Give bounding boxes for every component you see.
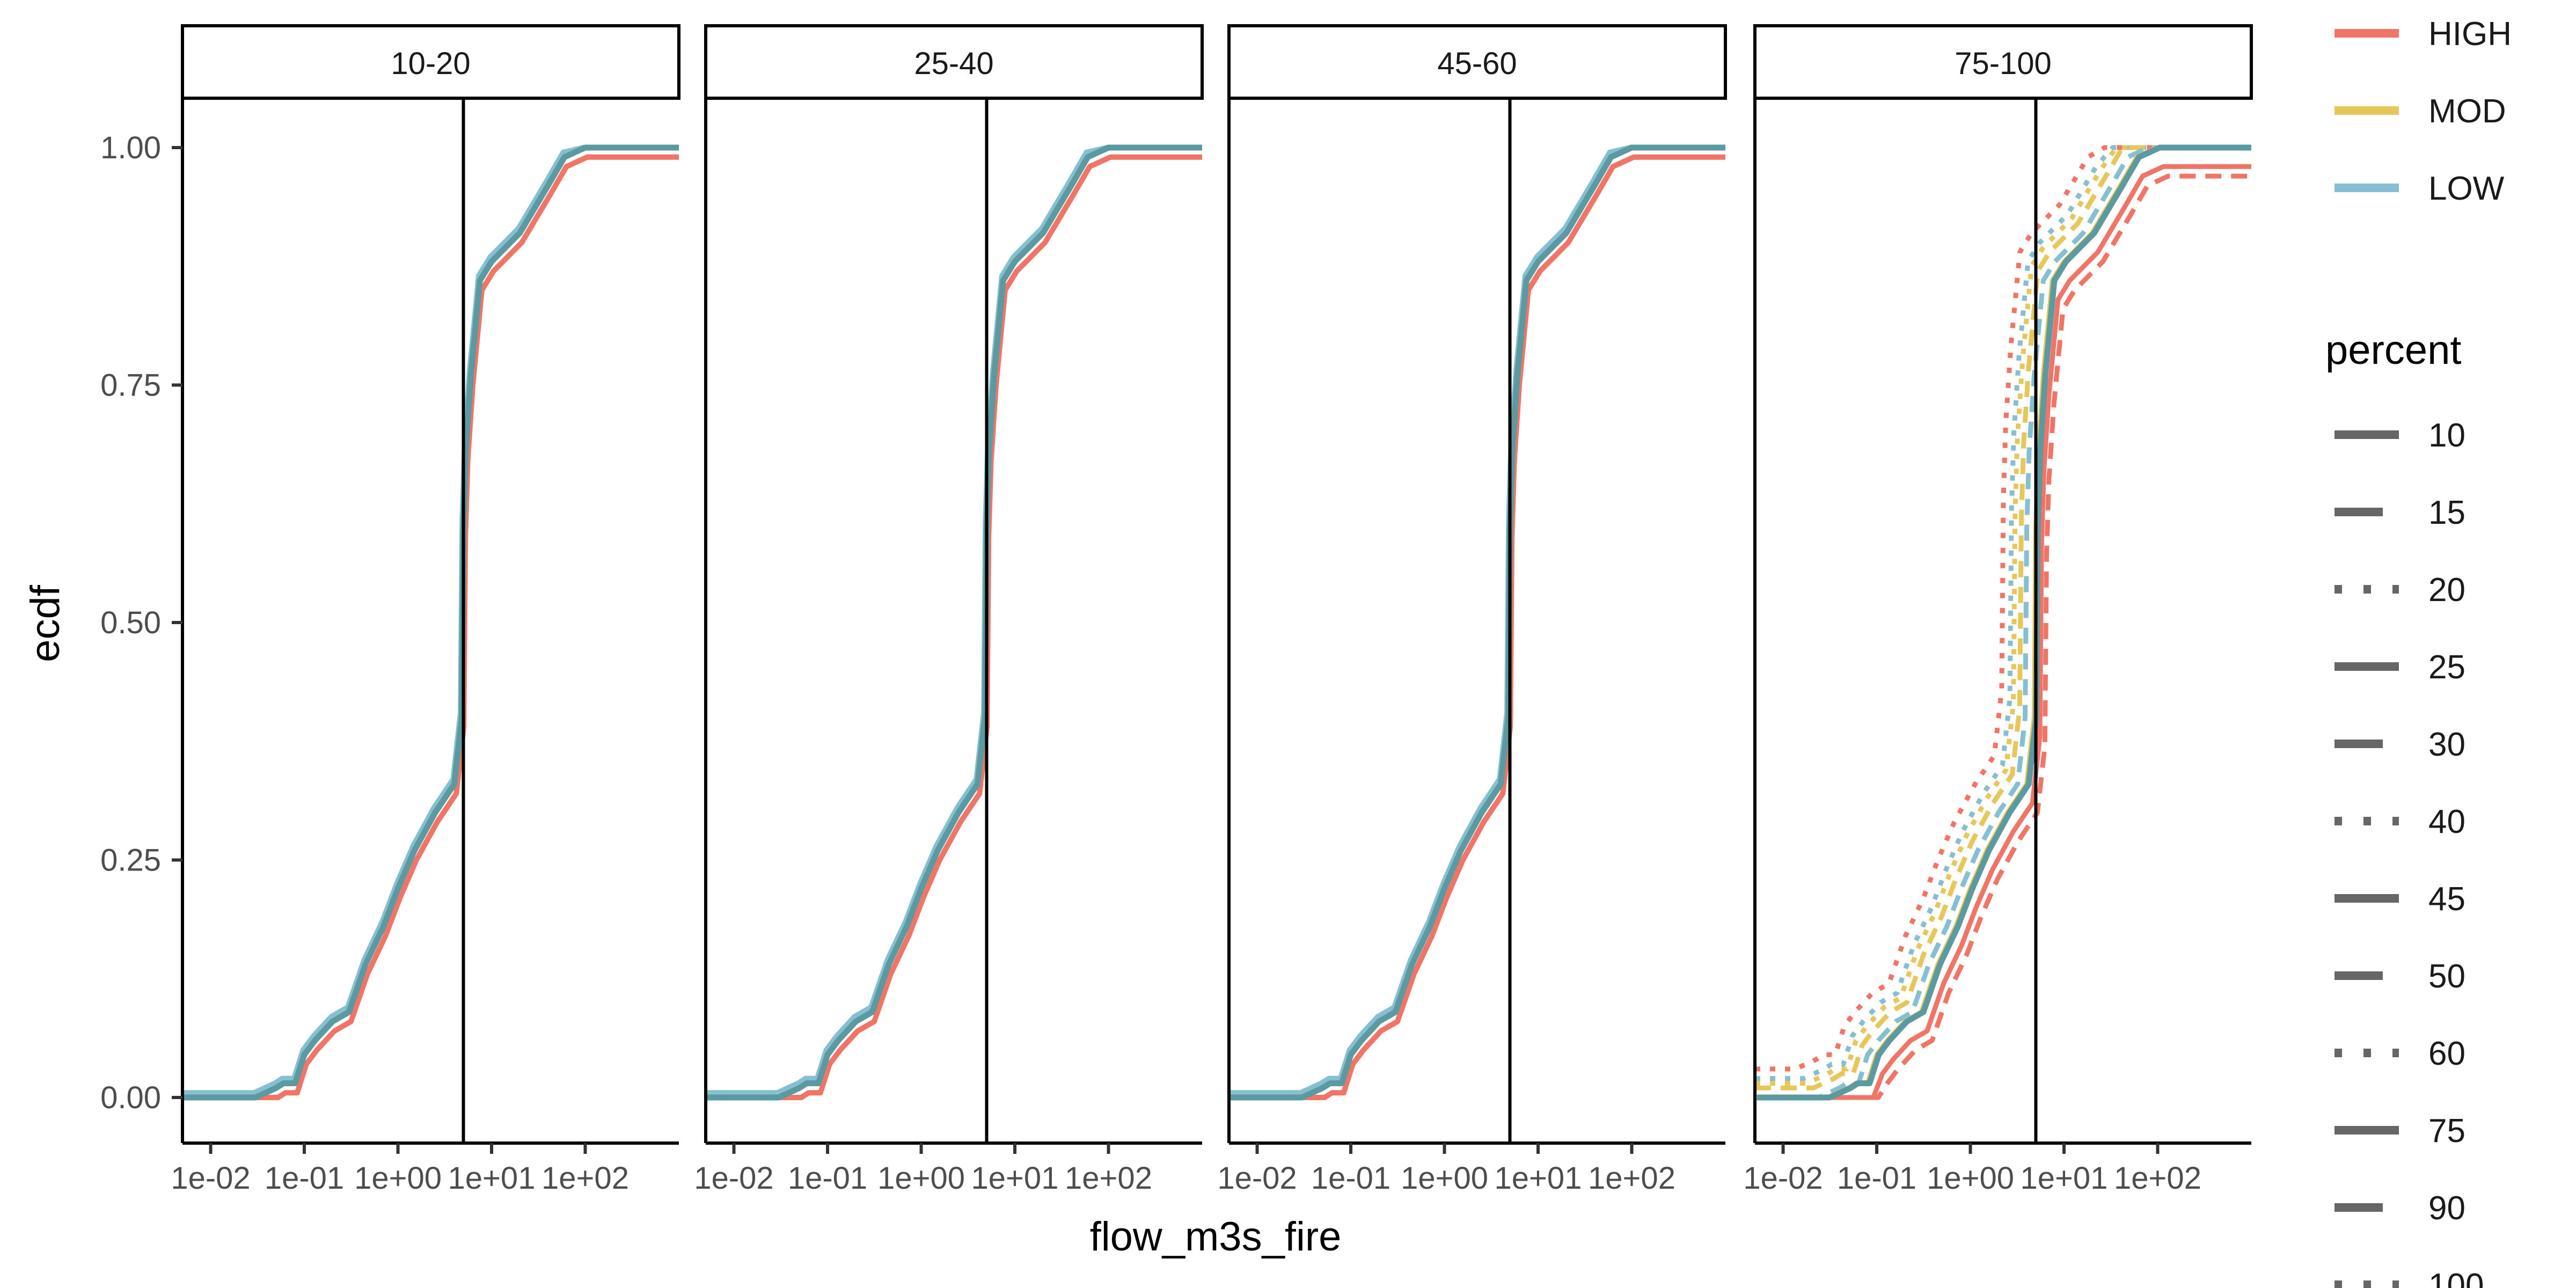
ecdf-line xyxy=(1755,145,2227,1081)
ecdf-line xyxy=(1229,145,1725,1100)
legend-percent-label: 40 xyxy=(2428,803,2465,840)
legend-percent-label: 45 xyxy=(2428,881,2465,918)
x-tick-label: 1e-02 xyxy=(1217,1161,1297,1196)
x-tick-label: 1e+00 xyxy=(1927,1161,2014,1196)
legend-percent-label: 30 xyxy=(2428,726,2465,763)
y-tick-label: 0.50 xyxy=(100,605,161,640)
x-tick-label: 1e+01 xyxy=(1495,1161,1582,1196)
legend-percent-label: 20 xyxy=(2428,572,2465,609)
x-tick-label: 1e-01 xyxy=(1837,1161,1916,1196)
ecdf-line xyxy=(182,144,679,1101)
x-tick-label: 1e+00 xyxy=(1401,1161,1488,1196)
facet-strip-label: 45-60 xyxy=(1437,46,1517,81)
x-tick-label: 1e-01 xyxy=(788,1161,867,1196)
x-tick-label: 1e-02 xyxy=(1743,1161,1823,1196)
legend-percent-label: 75 xyxy=(2428,1113,2465,1150)
ecdf-line xyxy=(1757,144,2251,1101)
ecdf-line xyxy=(1231,154,1725,1100)
legend-percent-label: 25 xyxy=(2428,649,2465,686)
facet-panel-3: 45-60 1e-02 1e-01 1e+00 1e+01 1e+02 xyxy=(1217,24,1727,1196)
y-axis-title: ecdf xyxy=(23,584,68,662)
facet-panel-1: 10-20 1e-02 1e-01 1e+00 1e+01 1e+02 xyxy=(171,24,680,1196)
facet-strip xyxy=(181,24,680,100)
ecdf-line xyxy=(706,145,1202,1100)
x-tick-label: 1e+02 xyxy=(541,1161,629,1196)
legend-percent: percent 10 15 20 25 30 40 45 50 60 75 90 100 xyxy=(2325,327,2484,1288)
y-tick-label: 1.00 xyxy=(100,130,161,165)
ecdf-line xyxy=(706,144,1202,1101)
x-tick-label: 1e+01 xyxy=(448,1161,536,1196)
ecdf-line xyxy=(184,154,679,1100)
x-tick-label: 1e-01 xyxy=(265,1161,344,1196)
x-tick-label: 1e-02 xyxy=(171,1161,250,1196)
legend-severity-label: LOW xyxy=(2428,170,2505,207)
facet-strip xyxy=(1753,24,2253,100)
facet-series xyxy=(182,144,679,1101)
y-tick-label: 0.00 xyxy=(100,1080,161,1115)
x-tick-label: 1e+01 xyxy=(971,1161,1059,1196)
x-tick-label: 1e+00 xyxy=(354,1161,442,1196)
legend-severity-label: HIGH xyxy=(2428,16,2512,53)
ecdf-line xyxy=(1755,145,2231,1086)
facet-strip xyxy=(1227,24,1727,100)
facet-series xyxy=(1229,144,1725,1101)
x-axis-title: flow_m3s_fire xyxy=(1090,1214,1342,1260)
x-tick-label: 1e+02 xyxy=(1065,1161,1152,1196)
ecdf-line xyxy=(1765,173,2251,1100)
ecdf-line xyxy=(1229,145,1724,1096)
ecdf-line xyxy=(182,145,679,1100)
facet-panel-2: 25-40 1e-02 1e-01 1e+00 1e+01 1e+02 xyxy=(694,24,1204,1196)
y-axis: 0.00 0.25 0.50 0.75 1.00 xyxy=(100,130,182,1115)
legend-percent-label: 15 xyxy=(2428,494,2465,531)
ecdf-line xyxy=(1755,145,2251,1100)
legend-percent-label: 50 xyxy=(2428,958,2465,995)
legend-percent-label: 60 xyxy=(2428,1035,2465,1072)
x-tick-label: 1e+00 xyxy=(877,1161,965,1196)
legend-percent-title: percent xyxy=(2325,327,2462,373)
facet-strip-label: 25-40 xyxy=(914,46,993,81)
ecdf-line xyxy=(1755,145,2237,1091)
facet-panel-4: 75-100 1e-02 1e-01 1e+00 1e+01 1e+02 xyxy=(1743,24,2253,1196)
facet-strip xyxy=(704,24,1204,100)
legend-percent-label: 90 xyxy=(2428,1190,2465,1227)
legend-severity: HIGH MOD LOW xyxy=(2334,16,2512,207)
legend-percent-label: 100 xyxy=(2428,1267,2484,1288)
legend-percent-label: 10 xyxy=(2428,417,2465,454)
x-tick-label: 1e+02 xyxy=(2114,1161,2201,1196)
x-tick-label: 1e+02 xyxy=(1588,1161,1675,1196)
x-tick-label: 1e-01 xyxy=(1311,1161,1391,1196)
x-tick-label: 1e+01 xyxy=(2021,1161,2108,1196)
ecdf-line xyxy=(707,154,1202,1100)
facet-strip-label: 10-20 xyxy=(391,46,470,81)
ecdf-line xyxy=(1229,144,1725,1101)
y-tick-label: 0.25 xyxy=(100,843,161,878)
ecdf-line xyxy=(706,145,1201,1096)
x-tick-label: 1e-02 xyxy=(694,1161,773,1196)
ecdf-line xyxy=(1755,145,2219,1072)
ecdf-line xyxy=(1760,164,2251,1100)
y-tick-label: 0.75 xyxy=(100,368,161,403)
ecdf-line xyxy=(182,145,678,1096)
facet-strip-label: 75-100 xyxy=(1955,46,2052,81)
facet-series xyxy=(1755,144,2251,1101)
facet-series xyxy=(706,144,1202,1101)
ecdf-line xyxy=(1755,145,2243,1100)
legend-severity-label: MOD xyxy=(2428,93,2506,130)
